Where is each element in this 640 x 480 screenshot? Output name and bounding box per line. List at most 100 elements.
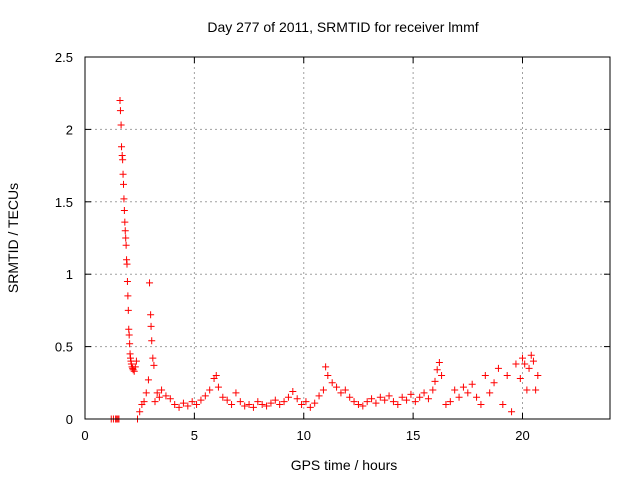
y-axis-label: SRMTID / TECUs: [5, 183, 21, 293]
data-point: [298, 401, 306, 409]
data-point: [149, 354, 157, 362]
data-point: [136, 408, 144, 416]
data-point: [420, 389, 428, 397]
axis-ticks: 0 5 10 15 20 0 0.5 1 1.5 2 2.5: [55, 50, 610, 443]
data-point: [368, 395, 376, 403]
data-point: [142, 389, 150, 397]
data-point: [512, 360, 520, 368]
data-point: [162, 392, 170, 400]
data-point: [184, 402, 192, 410]
data-point: [385, 392, 393, 400]
data-point: [490, 379, 498, 387]
data-point: [118, 143, 126, 151]
data-point: [416, 393, 424, 401]
data-point: [236, 398, 244, 406]
data-point: [123, 277, 131, 285]
data-point: [124, 292, 132, 300]
data-point: [481, 372, 489, 380]
chart-title: Day 277 of 2011, SRMTID for receiver lmm…: [207, 19, 478, 35]
data-point: [179, 399, 187, 407]
data-point: [363, 398, 371, 406]
data-point: [150, 361, 158, 369]
data-point: [121, 218, 129, 226]
y-tick-label: 2.5: [55, 50, 73, 65]
data-point: [201, 392, 209, 400]
data-point: [389, 398, 397, 406]
data-point: [381, 396, 389, 404]
y-tick-label: 0: [66, 412, 73, 427]
data-point: [121, 227, 129, 235]
data-point: [147, 322, 155, 330]
data-point: [119, 156, 127, 164]
data-point: [116, 107, 124, 115]
data-point: [438, 372, 446, 380]
data-point: [424, 395, 432, 403]
data-point: [241, 402, 249, 410]
data-point: [354, 401, 362, 409]
data-point: [473, 393, 481, 401]
data-point: [311, 399, 319, 407]
data-point: [122, 234, 130, 242]
data-point: [534, 372, 542, 380]
data-point: [394, 401, 402, 409]
data-point: [446, 398, 454, 406]
data-point: [119, 170, 127, 178]
data-point: [124, 306, 132, 314]
data-point: [328, 379, 336, 387]
data-point: [442, 401, 450, 409]
x-tick-label: 15: [406, 428, 420, 443]
data-point: [477, 401, 485, 409]
data-point: [519, 354, 526, 362]
data-point: [249, 403, 257, 411]
y-tick-label: 1.5: [55, 195, 73, 210]
data-point: [293, 395, 301, 403]
data-point: [232, 389, 240, 397]
data-point: [494, 364, 502, 372]
data-point: [120, 180, 127, 188]
data-point: [346, 393, 354, 401]
data-point: [333, 383, 341, 391]
grid-lines: [85, 57, 610, 419]
data-point: [319, 386, 327, 394]
data-point: [263, 402, 271, 410]
data-point: [120, 206, 128, 214]
data-point: [125, 331, 133, 339]
data-point: [315, 392, 323, 400]
data-point: [214, 383, 222, 391]
data-point: [258, 401, 266, 409]
data-point: [254, 398, 262, 406]
data-point: [468, 380, 476, 388]
data-point: [267, 399, 275, 407]
data-point: [171, 401, 179, 409]
x-tick-label: 10: [297, 428, 311, 443]
data-points: [107, 96, 542, 423]
x-tick-label: 0: [81, 428, 88, 443]
data-point: [166, 395, 174, 403]
data-point: [148, 337, 156, 345]
data-point: [140, 398, 148, 406]
data-point: [359, 402, 367, 410]
data-point: [341, 386, 349, 394]
data-point: [280, 398, 288, 406]
data-point: [130, 367, 138, 375]
data-point: [223, 396, 231, 404]
x-tick-label: 5: [191, 428, 198, 443]
data-point: [188, 398, 196, 406]
data-point: [521, 360, 529, 368]
data-point: [324, 372, 332, 380]
data-point: [131, 363, 139, 371]
data-point: [127, 360, 135, 368]
y-tick-label: 0.5: [55, 340, 73, 355]
data-point: [122, 241, 130, 249]
data-point: [212, 372, 220, 380]
data-point: [523, 386, 531, 394]
data-point: [525, 364, 533, 372]
data-point: [206, 386, 214, 394]
data-point: [455, 393, 463, 401]
data-point: [350, 398, 358, 406]
data-point: [337, 389, 345, 397]
data-point: [197, 396, 205, 404]
data-point: [120, 195, 128, 203]
data-point: [464, 389, 472, 397]
data-point: [228, 401, 236, 409]
